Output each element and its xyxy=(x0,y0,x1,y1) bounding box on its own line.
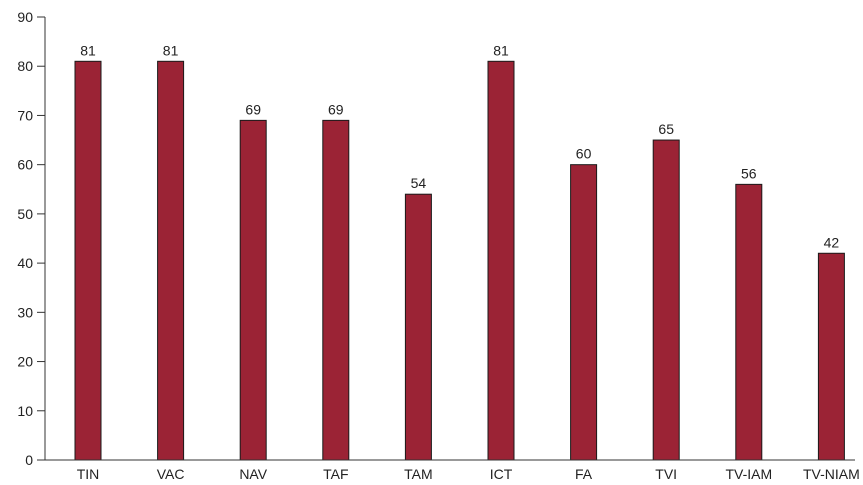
y-tick-label: 0 xyxy=(25,452,33,468)
x-tick-label-taf: TAF xyxy=(323,466,348,482)
bar-ict xyxy=(487,60,515,461)
bar-taf xyxy=(322,119,350,461)
bar-tvi xyxy=(652,139,680,461)
x-tick-label-tvi: TVI xyxy=(655,466,677,482)
x-tick-label-tv-iam: TV-IAM xyxy=(725,466,772,482)
bar-nav xyxy=(239,119,267,461)
value-labels: 81 81 69 69 54 81 60 65 56 42 xyxy=(80,42,839,250)
bar-tin xyxy=(74,60,102,461)
x-tick-label-ict: ICT xyxy=(490,466,513,482)
x-tick-label-nav: NAV xyxy=(239,466,267,482)
value-label-ict: 81 xyxy=(493,42,509,58)
bar-fa xyxy=(570,164,598,461)
bar-tv-iam xyxy=(735,183,763,461)
x-tick-label-tv-niam: TV-NIAM xyxy=(803,466,860,482)
y-tick-label: 20 xyxy=(17,354,33,370)
value-label-tv-niam: 42 xyxy=(824,234,840,250)
value-label-tvi: 65 xyxy=(658,121,674,137)
x-tick-label-fa: FA xyxy=(575,466,593,482)
value-label-tin: 81 xyxy=(80,42,96,58)
value-label-vac: 81 xyxy=(163,42,179,58)
y-tick-label: 80 xyxy=(17,58,33,74)
y-tick-label: 40 xyxy=(17,255,33,271)
y-tick-label: 10 xyxy=(17,403,33,419)
y-tick-label: 60 xyxy=(17,157,33,173)
y-axis: 0 10 20 30 40 50 60 70 80 90 xyxy=(17,9,46,468)
bar-vac xyxy=(157,60,185,461)
value-label-tv-iam: 56 xyxy=(741,165,757,181)
bar-tv-niam xyxy=(817,252,845,461)
y-tick-label: 70 xyxy=(17,107,33,123)
value-label-tam: 54 xyxy=(411,175,427,191)
x-tick-label-vac: VAC xyxy=(157,466,185,482)
y-tick-label: 90 xyxy=(17,9,33,25)
bar-tam xyxy=(404,193,432,461)
y-tick-label: 50 xyxy=(17,206,33,222)
x-tick-label-tam: TAM xyxy=(404,466,433,482)
value-label-taf: 69 xyxy=(328,101,344,117)
bars xyxy=(74,60,845,461)
x-axis: TIN VAC NAV TAF TAM ICT FA TVI TV-IAM TV-NIAM xyxy=(45,459,860,482)
x-tick-label-tin: TIN xyxy=(77,466,100,482)
value-label-nav: 69 xyxy=(245,101,261,117)
value-label-fa: 60 xyxy=(576,146,592,162)
y-tick-label: 30 xyxy=(17,304,33,320)
